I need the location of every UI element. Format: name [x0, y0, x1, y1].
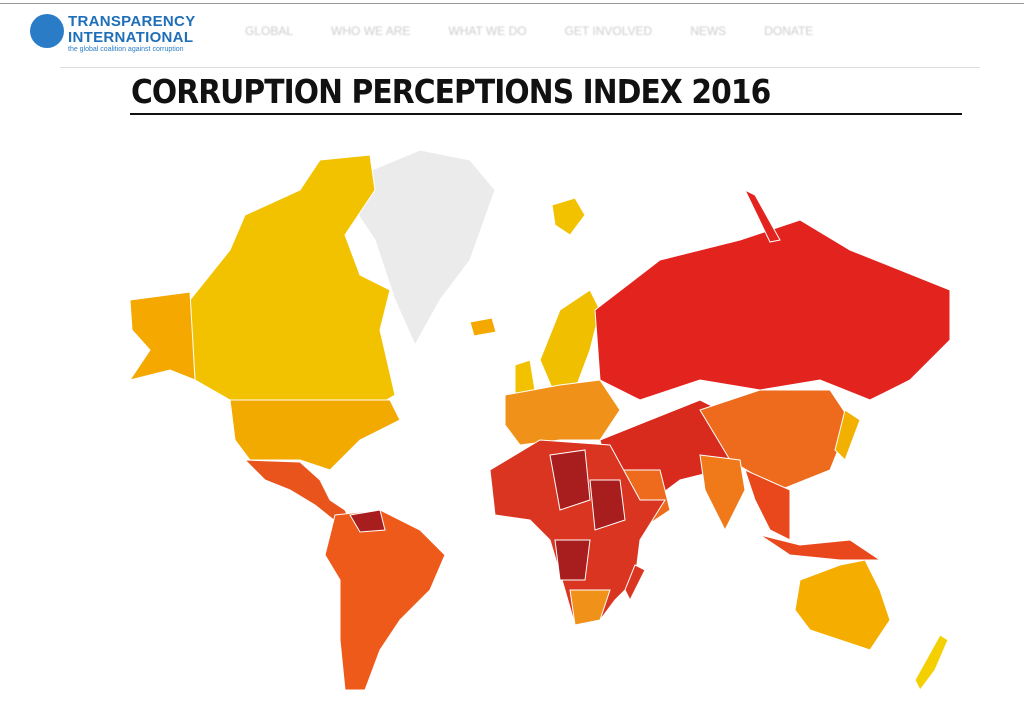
libya-chad: [549, 449, 591, 511]
title-rule: [130, 113, 962, 115]
south-america: [324, 509, 446, 691]
india: [699, 454, 746, 532]
logo-text[interactable]: INTERNATIONAL: [68, 29, 194, 46]
australia: [794, 559, 891, 651]
usa: [229, 399, 401, 471]
header-divider: [60, 67, 980, 68]
indonesia: [759, 534, 882, 561]
south-africa: [569, 589, 611, 626]
nav-item[interactable]: GET INVOLVED: [564, 24, 653, 38]
new-zealand: [914, 634, 949, 691]
iceland: [469, 317, 497, 337]
nav-item[interactable]: NEWS: [690, 24, 727, 38]
page-title: CORRUPTION PERCEPTIONS INDEX 2016: [131, 72, 771, 111]
alaska: [128, 291, 196, 381]
nav-item[interactable]: GLOBAL: [245, 24, 294, 38]
congo: [554, 539, 591, 581]
sudan: [589, 479, 626, 531]
greenland: [354, 149, 496, 347]
russia: [594, 219, 951, 401]
svalbard: [551, 197, 586, 236]
southeast-asia: [744, 469, 791, 541]
top-border: [0, 3, 1024, 4]
canada: [189, 154, 396, 411]
nav-item[interactable]: WHAT WE DO: [448, 24, 527, 38]
venezuela: [349, 509, 386, 533]
scandinavia: [539, 289, 601, 396]
nav-bar: GLOBAL WHO WE ARE WHAT WE DO GET INVOLVED NE…: [245, 24, 813, 38]
japan: [834, 409, 861, 461]
central-america: [243, 459, 351, 526]
nav-item[interactable]: DONATE: [764, 24, 814, 38]
novaya-zemlya: [743, 188, 781, 243]
madagascar: [624, 564, 646, 602]
nav-item[interactable]: WHO WE ARE: [331, 24, 411, 38]
logo-icon[interactable]: [30, 14, 64, 48]
logo-tagline: the global coalition against corruption: [68, 46, 184, 53]
logo-text[interactable]: TRANSPARENCY: [68, 13, 196, 30]
